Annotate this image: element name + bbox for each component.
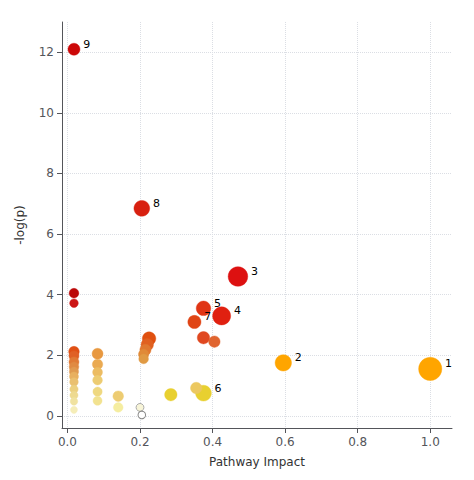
svg-text:2: 2 <box>295 351 302 364</box>
svg-text:0.4: 0.4 <box>203 435 222 449</box>
svg-text:Pathway Impact: Pathway Impact <box>209 455 305 469</box>
svg-text:0.2: 0.2 <box>130 435 149 449</box>
svg-text:0.6: 0.6 <box>276 435 295 449</box>
svg-text:6: 6 <box>46 227 54 241</box>
svg-text:4: 4 <box>46 288 54 302</box>
svg-text:0: 0 <box>46 409 54 423</box>
svg-text:0.8: 0.8 <box>348 435 367 449</box>
svg-text:2: 2 <box>46 348 54 362</box>
svg-text:9: 9 <box>83 38 90 51</box>
svg-text:1.0: 1.0 <box>421 435 440 449</box>
svg-text:3: 3 <box>251 265 258 278</box>
svg-text:8: 8 <box>46 166 54 180</box>
svg-text:10: 10 <box>39 106 54 120</box>
svg-text:5: 5 <box>214 297 221 310</box>
svg-text:8: 8 <box>153 197 160 210</box>
svg-text:6: 6 <box>215 382 222 395</box>
svg-text:-log(p): -log(p) <box>13 205 27 245</box>
svg-text:1: 1 <box>445 357 452 370</box>
svg-text:4: 4 <box>234 304 241 317</box>
svg-text:0.0: 0.0 <box>58 435 77 449</box>
svg-text:7: 7 <box>204 310 211 323</box>
svg-text:12: 12 <box>39 45 54 59</box>
